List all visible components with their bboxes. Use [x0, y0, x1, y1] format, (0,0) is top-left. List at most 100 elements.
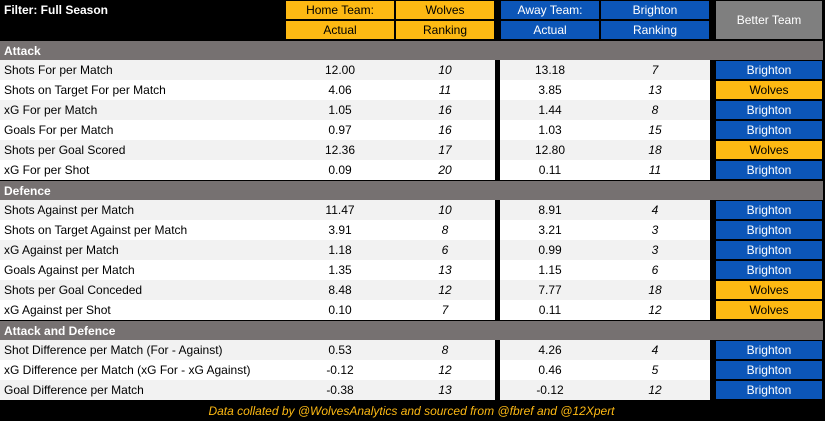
column-gap — [495, 240, 500, 260]
away-actual: -0.12 — [500, 380, 600, 400]
better-team: Wolves — [715, 300, 823, 320]
metric-label: xG For per Match — [0, 100, 285, 120]
away-ranking: 11 — [600, 160, 710, 180]
better-team: Brighton — [715, 220, 823, 240]
away-actual: 8.91 — [500, 200, 600, 220]
home-ranking: 13 — [395, 260, 495, 280]
metric-label: Shot Difference per Match (For - Against… — [0, 340, 285, 360]
column-header: Ranking — [600, 20, 710, 40]
away-ranking: 12 — [600, 300, 710, 320]
metric-label: xG Against per Shot — [0, 300, 285, 320]
column-header: Actual — [500, 20, 600, 40]
home-actual: 1.05 — [285, 100, 395, 120]
better-team-header: Better Team — [715, 0, 823, 40]
home-actual: 1.18 — [285, 240, 395, 260]
filter-label: Filter: Full Season — [4, 3, 109, 17]
metric-label: xG Difference per Match (xG For - xG Aga… — [0, 360, 285, 380]
section-header: Attack and Defence — [0, 320, 823, 340]
away-actual: 3.21 — [500, 220, 600, 240]
away-ranking: 3 — [600, 240, 710, 260]
column-gap — [495, 360, 500, 380]
better-team: Brighton — [715, 200, 823, 220]
away-ranking: 4 — [600, 200, 710, 220]
away-ranking: 18 — [600, 280, 710, 300]
home-ranking: 11 — [395, 80, 495, 100]
column-gap — [495, 300, 500, 320]
home-ranking: 12 — [395, 280, 495, 300]
home-actual: 11.47 — [285, 200, 395, 220]
better-team: Brighton — [715, 240, 823, 260]
metric-label: xG Against per Match — [0, 240, 285, 260]
footer: Data collated by @WolvesAnalytics and so… — [208, 403, 615, 418]
better-team: Wolves — [715, 280, 823, 300]
metric-label: Goals Against per Match — [0, 260, 285, 280]
away-actual: 13.18 — [500, 60, 600, 80]
home-actual: 0.53 — [285, 340, 395, 360]
home-actual: 1.35 — [285, 260, 395, 280]
column-gap — [495, 380, 500, 400]
away-ranking: 4 — [600, 340, 710, 360]
home-actual: 0.10 — [285, 300, 395, 320]
home-actual: 8.48 — [285, 280, 395, 300]
home-actual: 12.36 — [285, 140, 395, 160]
metric-label: Shots on Target Against per Match — [0, 220, 285, 240]
away-actual: 12.80 — [500, 140, 600, 160]
away-actual: 0.46 — [500, 360, 600, 380]
away-actual: 1.03 — [500, 120, 600, 140]
better-team: Wolves — [715, 80, 823, 100]
home-actual: 0.97 — [285, 120, 395, 140]
better-team: Brighton — [715, 120, 823, 140]
metric-label: Shots per Goal Scored — [0, 140, 285, 160]
away-actual: 3.85 — [500, 80, 600, 100]
home-ranking: 13 — [395, 380, 495, 400]
metric-label: Shots on Target For per Match — [0, 80, 285, 100]
home-ranking: 6 — [395, 240, 495, 260]
metric-label: Shots per Goal Conceded — [0, 280, 285, 300]
away-ranking: 8 — [600, 100, 710, 120]
better-team: Brighton — [715, 260, 823, 280]
home-actual: 3.91 — [285, 220, 395, 240]
home-ranking: 10 — [395, 200, 495, 220]
away-actual: 1.44 — [500, 100, 600, 120]
home-team: Wolves — [395, 0, 495, 20]
home-actual: 12.00 — [285, 60, 395, 80]
away-actual: 0.99 — [500, 240, 600, 260]
column-gap — [495, 100, 500, 120]
away-actual: 0.11 — [500, 160, 600, 180]
away-ranking: 3 — [600, 220, 710, 240]
home-ranking: 10 — [395, 60, 495, 80]
home-label: Home Team: — [285, 0, 395, 20]
away-actual: 7.77 — [500, 280, 600, 300]
metric-label: xG For per Shot — [0, 160, 285, 180]
home-ranking: 20 — [395, 160, 495, 180]
metric-label: Goals For per Match — [0, 120, 285, 140]
away-actual: 4.26 — [500, 340, 600, 360]
away-ranking: 5 — [600, 360, 710, 380]
away-ranking: 13 — [600, 80, 710, 100]
better-team: Wolves — [715, 140, 823, 160]
away-ranking: 15 — [600, 120, 710, 140]
home-ranking: 17 — [395, 140, 495, 160]
better-team: Brighton — [715, 100, 823, 120]
away-ranking: 7 — [600, 60, 710, 80]
home-ranking: 8 — [395, 220, 495, 240]
better-team: Brighton — [715, 380, 823, 400]
column-gap — [495, 220, 500, 240]
away-actual: 0.11 — [500, 300, 600, 320]
better-team: Brighton — [715, 360, 823, 380]
home-ranking: 16 — [395, 100, 495, 120]
home-ranking: 7 — [395, 300, 495, 320]
away-ranking: 6 — [600, 260, 710, 280]
home-actual: 0.09 — [285, 160, 395, 180]
column-header: Ranking — [395, 20, 495, 40]
section-header: Defence — [0, 180, 823, 200]
column-gap — [495, 120, 500, 140]
column-header: Actual — [285, 20, 395, 40]
section-header: Attack — [0, 40, 823, 60]
home-ranking: 8 — [395, 340, 495, 360]
away-ranking: 12 — [600, 380, 710, 400]
home-actual: -0.12 — [285, 360, 395, 380]
away-ranking: 18 — [600, 140, 710, 160]
column-gap — [495, 280, 500, 300]
